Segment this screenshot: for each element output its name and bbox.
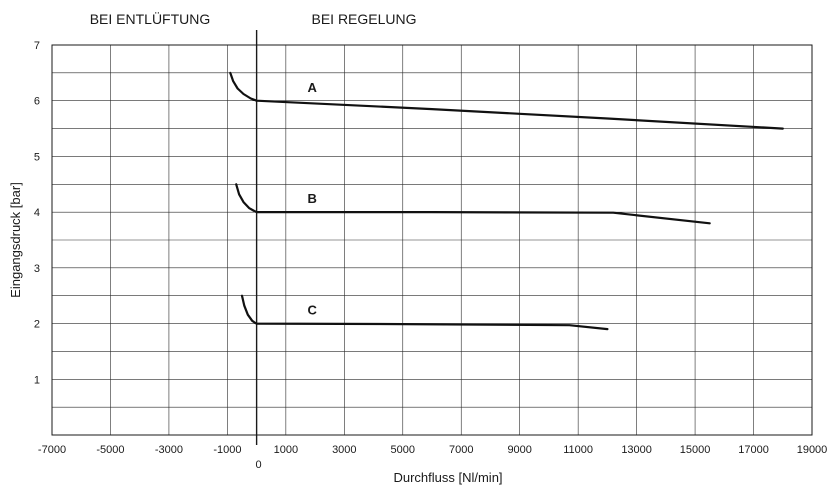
y-tick-label: 7	[34, 40, 40, 52]
x-tick-label: 11000	[563, 444, 593, 456]
y-tick-label: 3	[34, 263, 40, 275]
y-tick-label: 1	[34, 374, 40, 386]
plot-frame	[51, 44, 813, 436]
section-label-venting: BEI ENTLÜFTUNG	[90, 10, 211, 27]
series-label-a: A	[307, 80, 317, 95]
grid	[51, 45, 813, 435]
y-tick-labels: 1 2 3 4 5 6 7	[34, 40, 40, 386]
x-tick-label: 17000	[738, 444, 769, 456]
x-tick-label: 15000	[680, 444, 711, 456]
series-line-c	[240, 294, 609, 331]
x-tick-label: 1000	[274, 444, 298, 456]
x-tick-label: -1000	[213, 444, 241, 456]
series-line-b	[235, 183, 711, 225]
chart-labels: BEI ENTLÜFTUNG BEI REGELUNG Durchfluss […	[8, 10, 503, 485]
y-axis-label: Eingangsdruck [bar]	[8, 182, 23, 298]
x-tick-label: -5000	[96, 444, 124, 456]
x-tick-label: 3000	[332, 444, 356, 456]
x-tick-label: 13000	[621, 444, 652, 456]
x-tick-labels: -7000 -5000 -3000 -1000 0 1000 3000 5000 7000 900…	[38, 444, 827, 471]
series-label-c: C	[307, 303, 317, 318]
series-label-b: B	[307, 191, 316, 206]
x-tick-label: 19000	[797, 444, 828, 456]
y-tick-label: 2	[34, 319, 40, 331]
y-tick-label: 6	[34, 96, 40, 108]
section-label-regulating: BEI REGELUNG	[311, 11, 416, 27]
x-tick-label: 0	[256, 459, 262, 471]
x-tick-label: -3000	[155, 444, 183, 456]
y-tick-label: 4	[34, 207, 40, 219]
x-tick-label: -7000	[38, 444, 66, 456]
x-tick-label: 5000	[391, 444, 415, 456]
y-tick-label: 5	[34, 151, 40, 163]
series-layer: A B C	[229, 71, 784, 331]
x-axis-label: Durchfluss [Nl/min]	[393, 470, 502, 485]
x-tick-label: 9000	[507, 444, 531, 456]
series-line-a	[229, 71, 784, 130]
x-tick-label: 7000	[449, 444, 473, 456]
